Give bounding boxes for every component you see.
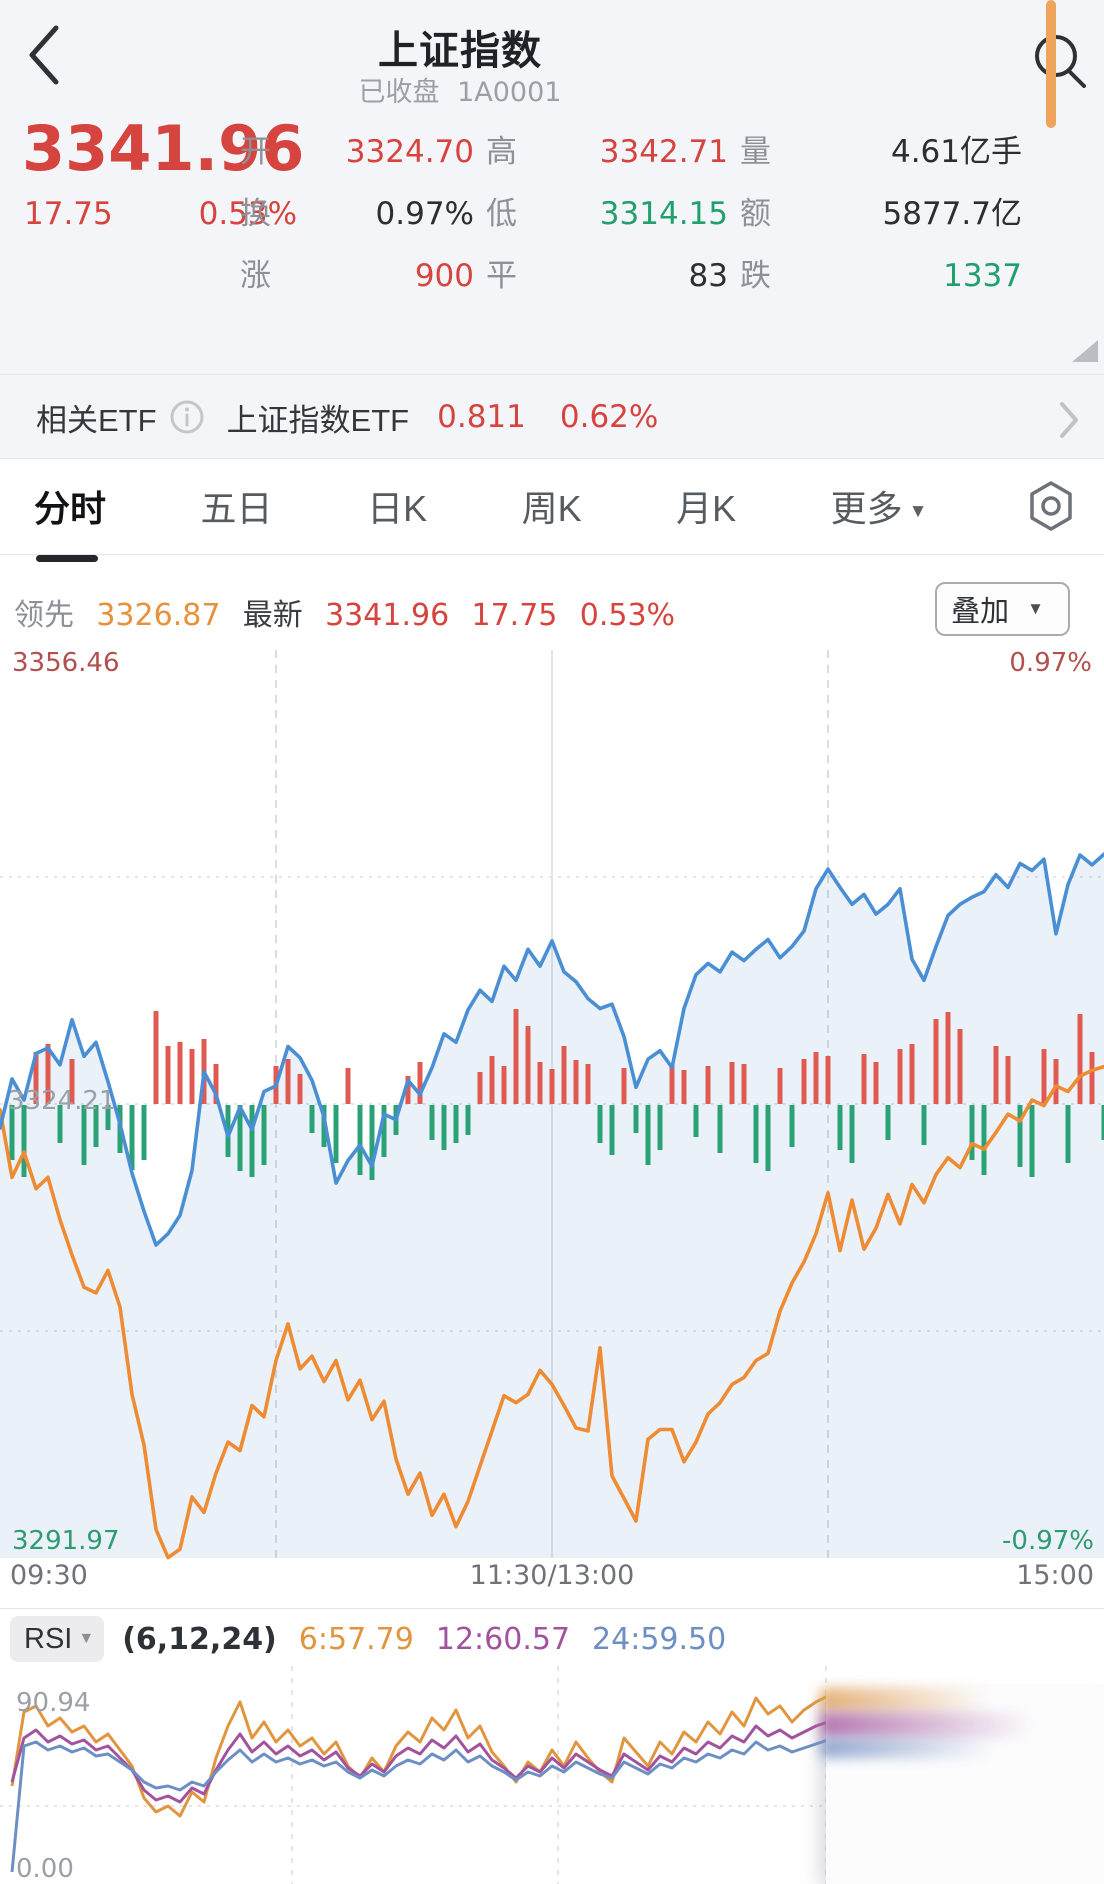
rsi-ymin-label: 0.00 xyxy=(16,1854,74,1884)
back-button[interactable] xyxy=(16,22,72,88)
overlay-compare-button[interactable]: 叠加 ▼ xyxy=(935,582,1070,636)
stat-value-low: 3314.15 xyxy=(599,196,728,232)
stat-value-open: 3324.70 xyxy=(345,134,474,170)
stat-value-high: 3342.71 xyxy=(599,134,728,170)
chart-settings-button[interactable] xyxy=(1022,477,1080,539)
stat-value-amount: 5877.7亿 xyxy=(882,196,1022,232)
status-text: 已收盘 xyxy=(358,77,440,107)
latest-label: 最新 xyxy=(242,599,303,632)
etf-price: 0.811 xyxy=(437,399,526,435)
etf-name: 上证指数ETF xyxy=(226,402,410,438)
tab-minute-label: 分时 xyxy=(34,488,107,529)
chart-ymax-label: 3356.46 xyxy=(12,648,120,678)
search-button[interactable] xyxy=(1026,28,1096,98)
market-status: 已收盘 1A0001 xyxy=(0,70,920,109)
active-tab-underline xyxy=(36,555,98,562)
rsi-params: (6,12,24) xyxy=(122,1621,277,1657)
caret-down-icon: ▼ xyxy=(908,501,928,522)
rsi12-legend: 12:60.57 xyxy=(435,1621,571,1657)
rsi-ymax-label: 90.94 xyxy=(16,1688,91,1718)
caret-down-icon: ▼ xyxy=(78,1630,95,1647)
stat-value-turnover-rate: 0.97% xyxy=(375,196,474,232)
tab-daily-k[interactable]: 日K xyxy=(367,488,428,529)
stat-value-unchanged: 83 xyxy=(688,258,728,294)
caret-down-icon: ▼ xyxy=(1027,599,1044,618)
related-etf-label: 相关ETF xyxy=(36,402,157,438)
stat-label-amount: 额 xyxy=(740,196,771,231)
latest-change: 17.75 xyxy=(471,598,558,633)
tab-minute[interactable]: 分时 xyxy=(34,480,107,562)
gear-icon xyxy=(1030,481,1072,531)
indicator-selector-button[interactable]: RSI ▼ xyxy=(10,1616,105,1662)
chevron-left-icon xyxy=(29,25,59,85)
stat-label-high: 高 xyxy=(486,134,517,169)
top-section-background xyxy=(0,0,1104,458)
tab-monthly-k[interactable]: 月K xyxy=(676,488,737,529)
tab-five-day[interactable]: 五日 xyxy=(200,488,273,529)
latest-percent: 0.53% xyxy=(579,598,676,633)
change-percent: 0.53% xyxy=(198,196,298,232)
tab-weekly-k[interactable]: 周K xyxy=(521,488,582,529)
divider xyxy=(0,1608,1104,1609)
stat-value-decliners: 1337 xyxy=(943,258,1022,294)
overlay-smear-blue xyxy=(820,1738,995,1758)
info-icon[interactable] xyxy=(169,399,205,435)
time-open: 09:30 xyxy=(10,1560,88,1591)
divider xyxy=(0,458,1104,459)
stat-label-advancers: 涨 xyxy=(240,258,271,293)
navigation-bar: 上证指数 已收盘 1A0001 xyxy=(0,0,1104,128)
chart-max-percent-label: 0.97% xyxy=(1009,648,1092,678)
change-value: 17.75 xyxy=(24,196,113,232)
chart-ymin-label: 3291.97 xyxy=(12,1526,120,1556)
stat-label-turnover-rate: 换 xyxy=(240,196,271,231)
stat-label-unchanged: 平 xyxy=(486,258,517,293)
chart-legend-row: 领先 3326.87 最新 3341.96 17.75 0.53% 叠加 ▼ xyxy=(14,582,1094,636)
quote-stats-grid: 开 3324.70 高 3342.71 量 4.61亿手 换 0.97% 低 3… xyxy=(240,126,1098,295)
related-etf-row[interactable]: 相关ETF 上证指数ETF 0.811 0.62% xyxy=(0,376,1104,458)
price-change-row: 17.75 0.53% xyxy=(24,196,297,232)
time-midday: 11:30/13:00 xyxy=(469,1560,635,1591)
chevron-right-icon xyxy=(1056,400,1082,440)
indicator-name: RSI xyxy=(24,1622,73,1655)
tab-more[interactable]: 更多 ▼ xyxy=(830,488,928,529)
search-icon xyxy=(1035,35,1086,88)
stat-label-volume: 量 xyxy=(740,134,771,169)
divider xyxy=(0,374,1104,375)
overlay-smear-purple xyxy=(820,1712,1035,1738)
stat-value-volume: 4.61亿手 xyxy=(890,134,1022,170)
page-title: 上证指数 xyxy=(378,29,542,73)
index-code: 1A0001 xyxy=(457,77,562,108)
current-price: 3341.96 xyxy=(22,112,305,185)
chart-min-percent-label: -0.97% xyxy=(1002,1526,1094,1556)
rsi6-legend: 6:57.79 xyxy=(298,1621,414,1657)
intraday-chart[interactable] xyxy=(0,645,1104,1560)
etf-percent: 0.62% xyxy=(559,399,659,435)
leading-value: 3326.87 xyxy=(96,598,221,633)
leading-label: 领先 xyxy=(14,599,74,632)
divider xyxy=(0,554,1104,555)
latest-price: 3341.96 xyxy=(325,598,450,633)
rsi24-legend: 24:59.50 xyxy=(592,1621,727,1657)
time-axis: 09:30 11:30/13:00 15:00 xyxy=(0,1560,1104,1606)
stat-label-decliners: 跌 xyxy=(740,258,771,293)
chart-period-tabbar: 分时 五日 日K 周K 月K 更多 ▼ xyxy=(0,462,1104,562)
stat-label-open: 开 xyxy=(240,134,271,169)
rsi-header: RSI ▼ (6,12,24) 6:57.79 12:60.57 24:59.5… xyxy=(0,1612,1104,1666)
chart-prev-close-label: 3324.21 xyxy=(8,1086,116,1116)
scroll-indicator xyxy=(1046,0,1056,128)
expand-stats-triangle-icon[interactable] xyxy=(1072,340,1098,362)
stat-label-low: 低 xyxy=(486,196,517,231)
stat-value-advancers: 900 xyxy=(414,258,474,294)
overlay-smear-orange xyxy=(820,1688,990,1712)
time-close: 15:00 xyxy=(1016,1560,1094,1591)
rsi-chart[interactable] xyxy=(0,1666,1104,1884)
